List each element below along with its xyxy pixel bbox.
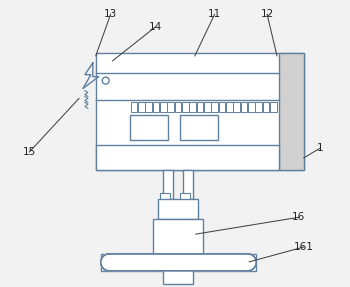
Text: 12: 12 — [260, 9, 274, 19]
Bar — [241, 102, 247, 112]
Bar — [158, 199, 198, 219]
Text: 15: 15 — [23, 147, 36, 157]
Text: 16: 16 — [292, 212, 306, 222]
Bar — [189, 102, 196, 112]
Bar — [163, 254, 193, 284]
Polygon shape — [101, 254, 256, 271]
Bar — [204, 102, 211, 112]
Bar — [233, 102, 240, 112]
Text: 13: 13 — [104, 9, 117, 19]
Bar — [180, 115, 218, 140]
FancyBboxPatch shape — [109, 254, 248, 271]
Text: 1: 1 — [317, 143, 324, 153]
Bar — [96, 53, 304, 170]
Bar — [219, 102, 225, 112]
Bar — [226, 102, 233, 112]
Bar — [145, 102, 152, 112]
Bar — [138, 102, 145, 112]
Bar — [180, 193, 190, 202]
Bar — [255, 102, 262, 112]
Bar — [270, 102, 277, 112]
Bar — [160, 193, 170, 202]
Bar — [262, 102, 270, 112]
Text: 14: 14 — [148, 22, 162, 32]
Bar — [183, 170, 193, 199]
Bar — [211, 102, 218, 112]
Bar — [96, 145, 279, 170]
Bar — [182, 102, 189, 112]
Bar — [131, 115, 168, 140]
Bar — [131, 102, 138, 112]
Bar — [153, 219, 203, 254]
Bar — [197, 102, 203, 112]
Text: 161: 161 — [294, 242, 314, 252]
Bar — [248, 102, 255, 112]
Bar — [279, 53, 304, 170]
Bar — [153, 102, 160, 112]
Circle shape — [102, 77, 109, 84]
Text: 11: 11 — [208, 9, 221, 19]
Bar — [175, 102, 181, 112]
Bar — [160, 102, 167, 112]
Bar — [163, 170, 173, 199]
Bar — [167, 102, 174, 112]
Bar — [101, 254, 256, 271]
